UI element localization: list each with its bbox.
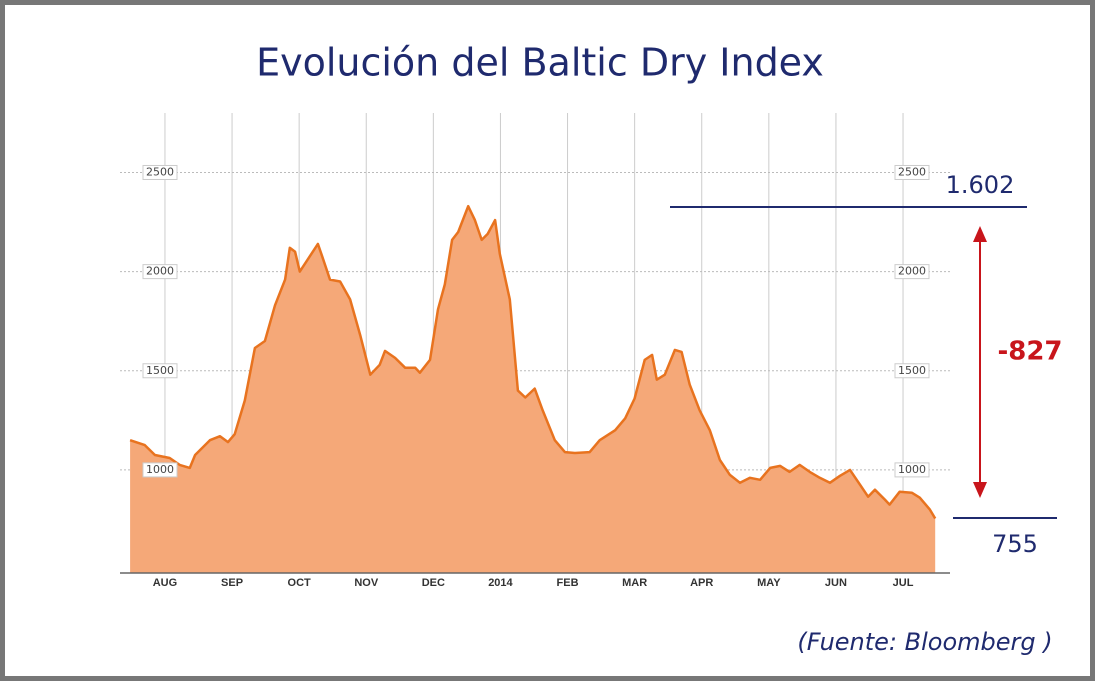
x-tick-label: JUN [825, 577, 847, 589]
y-tick-box [894, 363, 930, 379]
x-tick-label: AUG [153, 577, 177, 589]
y-tick-label: 2500 [146, 165, 174, 178]
line [129, 204, 937, 520]
y-tick-box [142, 462, 178, 478]
y-tick-label: 1000 [898, 463, 926, 476]
x-tick-label: 2014 [488, 577, 513, 589]
y-tick-label: 2000 [898, 265, 926, 278]
x-tick-label: DEC [422, 577, 445, 589]
x-tick-label: MAY [757, 577, 781, 589]
low-label: 755 [992, 530, 1038, 558]
y-tick-label: 1000 [146, 463, 174, 476]
y-tick-box [142, 164, 178, 180]
x-tick-label: SEP [221, 577, 243, 589]
x-tick-label: MAR [622, 577, 647, 589]
y-tick-label: 1500 [898, 364, 926, 377]
y-tick-box [142, 363, 178, 379]
y-tick-label: 2000 [146, 265, 174, 278]
change-label: -827 [997, 337, 1062, 367]
y-tick-box [894, 164, 930, 180]
x-tick-label: APR [690, 577, 713, 589]
y-tick-box [894, 462, 930, 478]
source: (Fuente: Bloomberg ) [797, 628, 1052, 656]
x-tick-label: FEB [557, 577, 579, 589]
y-tick-box [894, 264, 930, 280]
x-tick-label: NOV [354, 577, 379, 589]
x-tick-label: OCT [288, 577, 312, 589]
y-tick-box [142, 264, 178, 280]
chart-title: Evolución del Baltic Dry Index [256, 41, 824, 85]
high-label: 1.602 [946, 171, 1015, 199]
area [130, 206, 936, 573]
plot: AUG SEP OCT NOV DEC 2014 FEB MAR APR MAY JUN JUL 100… [120, 113, 950, 589]
y-tick-label: 1500 [146, 364, 174, 377]
x-tick-label: JUL [893, 577, 914, 589]
y-tick-label: 2500 [898, 165, 926, 178]
